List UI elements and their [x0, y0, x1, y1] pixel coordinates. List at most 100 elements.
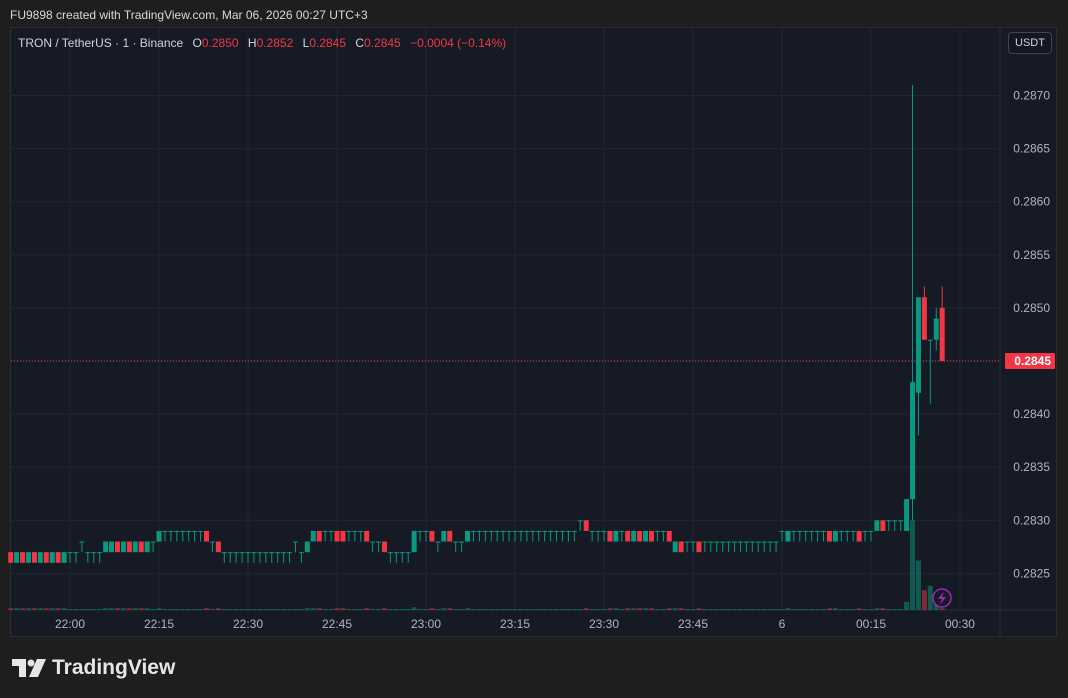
candle [257, 552, 263, 563]
candle-body [678, 541, 684, 553]
candle [287, 552, 293, 563]
price-tick-label: 0.2830 [1013, 513, 1050, 527]
volume-bar [631, 608, 637, 610]
candle-body [737, 541, 743, 543]
candle-body [120, 541, 126, 553]
candle [577, 520, 583, 531]
volume-bar [583, 608, 589, 610]
currency-button[interactable]: USDT [1008, 32, 1052, 54]
candle-body [815, 530, 821, 532]
candle [405, 552, 411, 563]
candle-body [138, 541, 144, 553]
volume-bar [103, 608, 109, 610]
volume-bar [239, 609, 245, 610]
candle-body [708, 541, 714, 543]
candle [826, 530, 832, 542]
candle-body [417, 530, 423, 532]
candle [25, 552, 31, 563]
volume-bar [120, 608, 126, 610]
candle-body [376, 541, 382, 543]
volume-bar [838, 609, 844, 610]
candle-body [435, 541, 441, 543]
candle-body [607, 530, 613, 542]
candle [180, 530, 186, 542]
close-value: 0.2845 [364, 36, 401, 50]
volume-bar [732, 609, 738, 610]
price-tick-label: 0.2870 [1013, 89, 1050, 103]
candle [168, 530, 174, 542]
volume-bar [174, 609, 180, 610]
time-tick-label: 23:30 [589, 617, 619, 631]
candle [791, 530, 797, 542]
candle-body [809, 530, 815, 532]
candle [423, 530, 429, 542]
volume-bar [215, 608, 221, 610]
candle [494, 530, 500, 542]
candle-body [281, 552, 287, 554]
candle [542, 530, 548, 542]
chart-frame[interactable] [10, 27, 1057, 637]
candle [417, 530, 423, 542]
candle [732, 541, 738, 553]
volume-bar [476, 609, 482, 610]
volume-bar [660, 609, 666, 610]
candle-body [868, 530, 874, 532]
volume-bar [20, 608, 26, 610]
candle [275, 552, 281, 563]
candle [506, 530, 512, 542]
volume-bar [518, 609, 524, 610]
symbol-label[interactable]: TRON / TetherUS · 1 · Binance [18, 36, 184, 50]
volume-bar [322, 609, 328, 610]
volume-bar [429, 608, 435, 610]
time-tick-label: 23:15 [500, 617, 530, 631]
volume-bar [749, 609, 755, 610]
candle-body [500, 530, 506, 532]
candle-body [43, 552, 49, 563]
candle [263, 552, 269, 563]
tradingview-logo-icon [12, 659, 46, 677]
volume-bar [91, 609, 97, 610]
volume-bar [880, 608, 886, 610]
candle-body [631, 530, 637, 542]
price-tick-label: 0.2835 [1013, 460, 1050, 474]
volume-bar [340, 608, 346, 610]
price-tick-label: 0.2825 [1013, 566, 1050, 580]
candle-body [346, 530, 352, 532]
candle-body [114, 541, 120, 553]
candle [886, 520, 892, 531]
candle [921, 286, 927, 340]
candle-body [690, 541, 696, 543]
candle-body [275, 552, 281, 554]
candle [79, 541, 85, 553]
time-tick-label: 22:45 [322, 617, 352, 631]
volume-bar [138, 608, 144, 610]
candle-body [358, 530, 364, 532]
candle [512, 530, 518, 542]
candle [227, 552, 233, 563]
volume-bar [198, 609, 204, 610]
candle-body [506, 530, 512, 532]
candle [465, 530, 471, 542]
volume-bar [524, 609, 530, 610]
candle [292, 541, 298, 553]
volume-bar [85, 609, 91, 610]
candle [31, 552, 37, 563]
volume-bar [73, 609, 79, 610]
candle [91, 552, 97, 563]
volume-bar [364, 608, 370, 610]
volume-bar [393, 609, 399, 610]
candle-body [370, 541, 376, 543]
candle [832, 530, 838, 542]
chart-title: FU9898 created with TradingView.com, Mar… [10, 8, 368, 22]
time-tick-label: 23:45 [678, 617, 708, 631]
lightning-icon[interactable] [932, 588, 952, 608]
volume-bar [488, 609, 494, 610]
candle-body [162, 530, 168, 532]
candle [103, 541, 109, 553]
volume-bar [67, 609, 73, 610]
volume-bar [233, 609, 239, 610]
volume-bar [577, 609, 583, 610]
candle [233, 552, 239, 563]
close-label: C [355, 36, 365, 50]
